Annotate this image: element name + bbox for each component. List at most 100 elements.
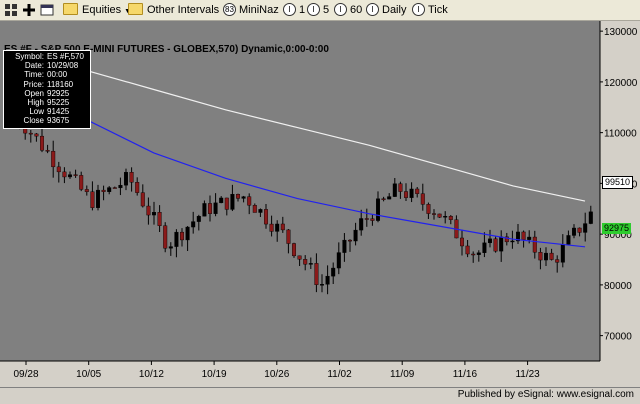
slow-moving-average-line [9, 50, 586, 202]
candle-body [67, 174, 72, 178]
candle-body [95, 189, 100, 208]
candle-body [544, 252, 549, 261]
candle-body [555, 259, 560, 263]
candle-body [34, 133, 39, 137]
candle-body [527, 236, 532, 240]
candle-body [269, 223, 274, 232]
candle-body [45, 150, 50, 152]
candle-body [353, 229, 358, 242]
equities-menu[interactable]: Equities▼ [63, 2, 131, 18]
interval-icon: I [283, 2, 296, 16]
candle-body [499, 236, 504, 252]
x-tick-label: 11/02 [327, 369, 352, 380]
candle-body [213, 202, 218, 214]
window-icon[interactable] [40, 3, 54, 17]
info-row: Time: 00:00 [24, 70, 68, 80]
candle-body [404, 191, 409, 198]
interval-mininaz[interactable]: 83 MiniNaz [223, 2, 279, 18]
candle-body [56, 166, 61, 173]
candle-body [28, 132, 33, 135]
last-price-tag: 92975 [602, 223, 632, 234]
candle-body [303, 259, 308, 265]
candle-body [370, 218, 375, 221]
x-tick-label: 09/28 [13, 369, 38, 380]
chart-title: ES #F - S&P 500 E-MINI FUTURES - GLOBEX,… [4, 44, 329, 55]
candle-body [521, 231, 526, 240]
candle-body [409, 188, 414, 198]
candle-body [471, 253, 476, 256]
info-row: Date: 10/29/08 [24, 61, 79, 71]
candle-body [504, 236, 509, 243]
candle-body [392, 183, 397, 197]
candle-body [191, 221, 196, 228]
interval-icon: 83 [223, 2, 236, 16]
y-tick-label: 70000 [604, 332, 632, 343]
x-tick-label: 11/23 [515, 369, 540, 380]
grid-icon[interactable] [4, 3, 18, 17]
candle-body [264, 209, 269, 225]
add-icon[interactable] [22, 3, 36, 17]
candle-body [432, 213, 437, 215]
candle-body [179, 231, 184, 241]
chart-area[interactable]: 700008000090000100000110000120000130000 … [0, 21, 640, 387]
candle-body [588, 211, 593, 224]
candle-body [280, 223, 285, 231]
y-tick-label: 130000 [604, 27, 638, 38]
candle-body [325, 275, 330, 285]
candle-body [538, 252, 543, 261]
x-tick-label: 10/05 [76, 369, 101, 380]
candle-body [286, 229, 291, 244]
y-tick-label: 90000 [604, 230, 632, 241]
candle-body [572, 227, 577, 236]
x-tick-label: 10/19 [202, 369, 227, 380]
candle-body [381, 198, 386, 200]
candle-body [146, 205, 151, 216]
candle-body [297, 255, 302, 260]
interval-daily[interactable]: I Daily [366, 2, 406, 18]
info-row: Low 91425 [29, 107, 70, 117]
x-tick-label: 10/12 [139, 369, 164, 380]
candle-body [549, 252, 554, 260]
candle-body [219, 197, 224, 204]
candle-body [112, 187, 117, 189]
candle-body [292, 243, 297, 257]
y-tick-label: 80000 [604, 281, 632, 292]
candle-body [157, 212, 162, 226]
interval-tick[interactable]: I Tick [412, 2, 448, 18]
candle-body [420, 193, 425, 205]
candle-body [426, 204, 431, 214]
y-tick-label: 120000 [604, 78, 638, 89]
x-tick-label: 10/26 [264, 369, 289, 380]
candle-body [532, 236, 537, 253]
price-axis [600, 21, 640, 387]
info-row: Open 92925 [24, 88, 70, 98]
plot-background [0, 21, 600, 361]
info-row: Price: 118160 [23, 79, 74, 89]
candle-body [168, 246, 173, 249]
interval-icon: I [412, 2, 425, 16]
info-row: High 95225 [27, 98, 70, 108]
interval-icon: I [307, 2, 320, 16]
candle-body [364, 218, 369, 220]
candle-body [224, 197, 229, 210]
candle-body [488, 238, 493, 244]
candle-body [415, 188, 420, 194]
candle-body [123, 172, 128, 186]
candle-body [320, 284, 325, 286]
candle-body [107, 187, 112, 192]
candle-body [336, 252, 341, 269]
candle-body [196, 216, 201, 222]
candle-body [443, 216, 448, 218]
candle-body [583, 223, 588, 233]
slow-ma-price-tag: 99510 [602, 176, 634, 189]
interval-60[interactable]: I 60 [334, 2, 362, 18]
info-row: Symbol: ES #F,570 [15, 52, 84, 61]
candle-body [275, 223, 280, 232]
y-tick-label: 110000 [604, 129, 637, 140]
candle-body [359, 218, 364, 231]
other-intervals-menu[interactable]: Other Intervals▼ [128, 2, 229, 18]
price-chart[interactable]: 700008000090000100000110000120000130000 … [0, 21, 640, 387]
